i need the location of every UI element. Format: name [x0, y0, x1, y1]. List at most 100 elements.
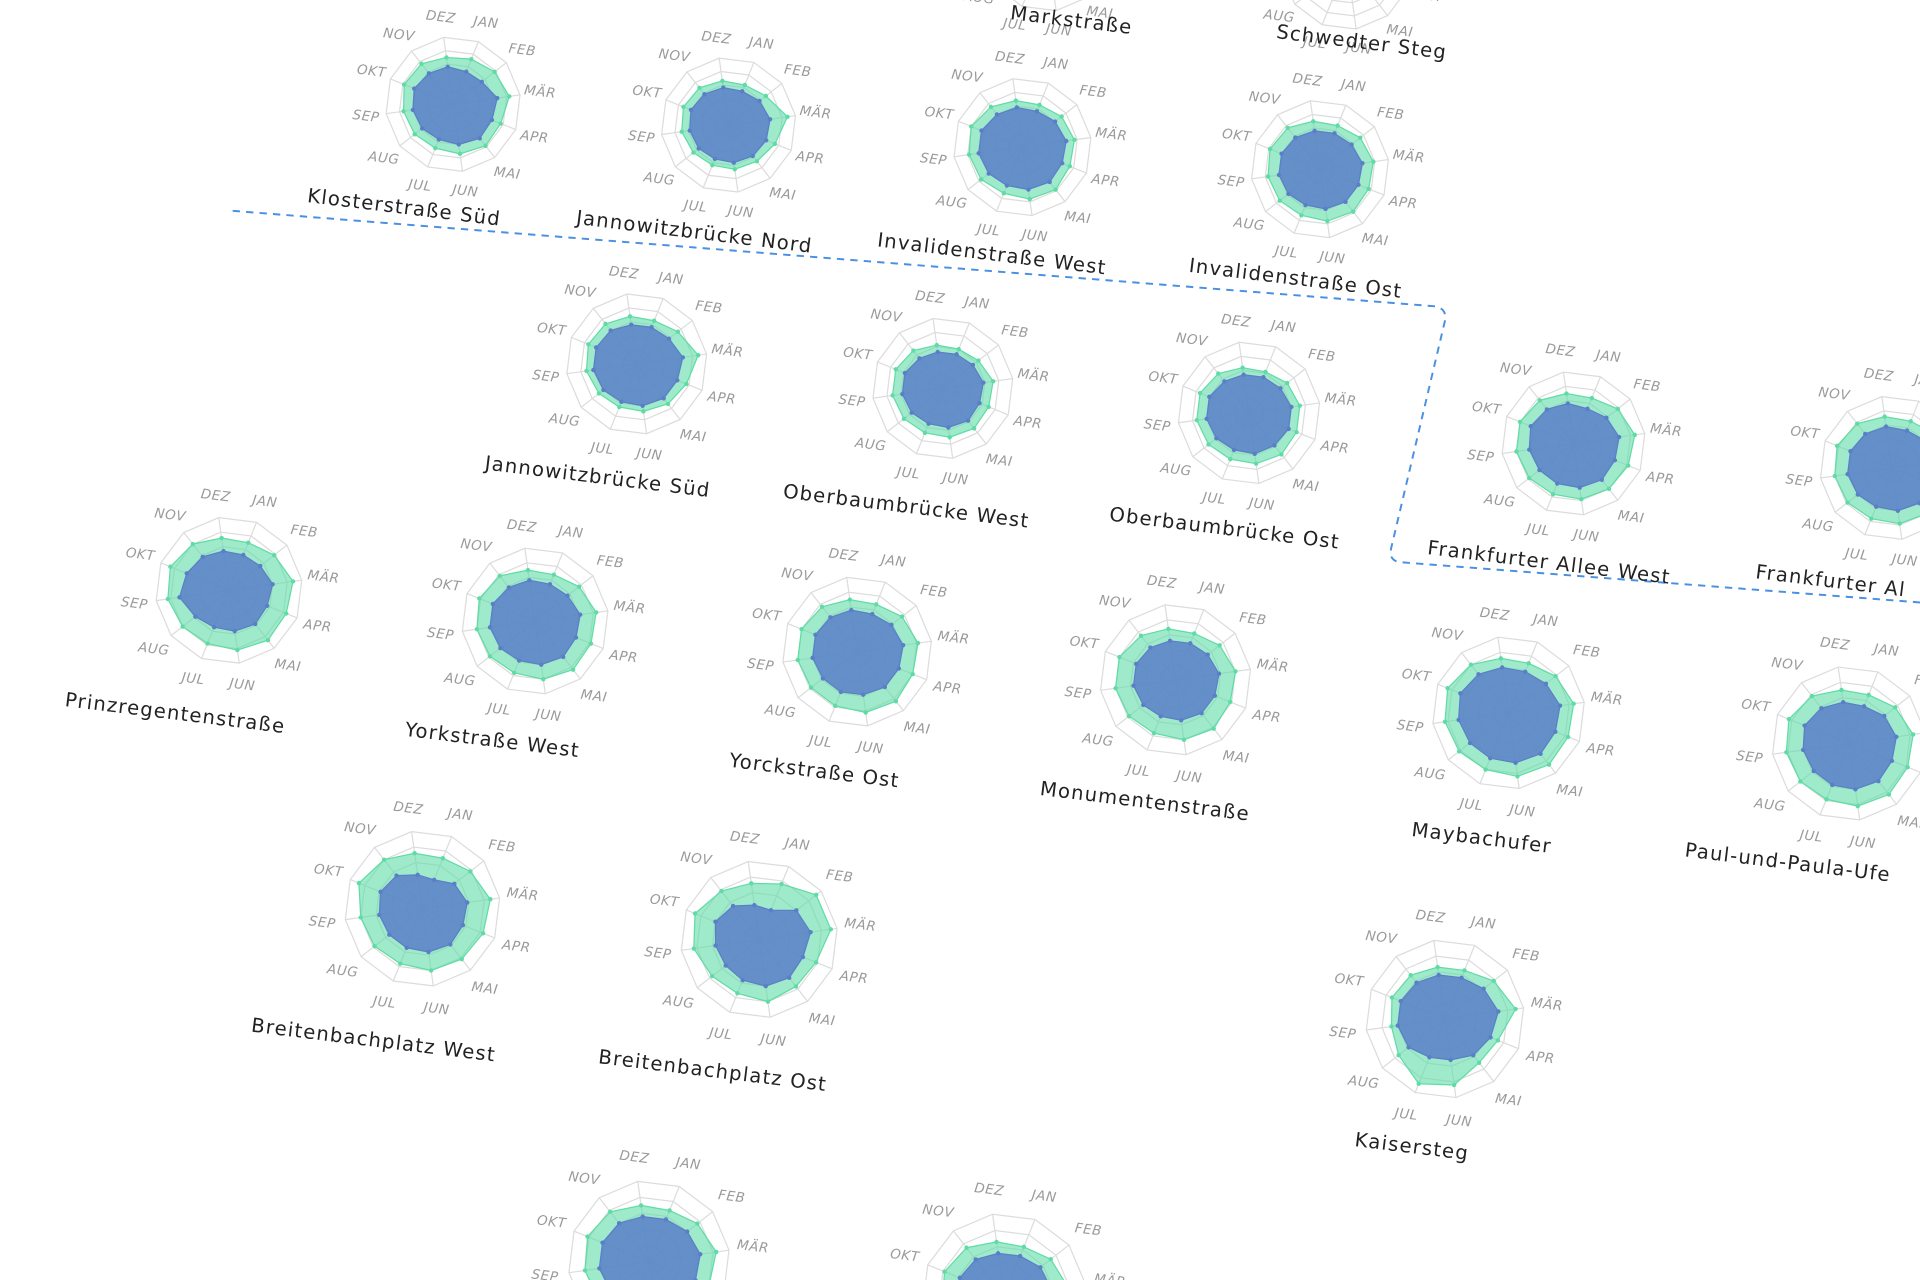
radar-point [754, 159, 760, 164]
month-label: FEB [1376, 105, 1405, 123]
radar-point [663, 1217, 669, 1222]
month-label: JUN [449, 182, 479, 200]
radar-point [1514, 449, 1519, 454]
month-label: APR [1411, 0, 1442, 5]
month-label: APR [1251, 708, 1282, 726]
radar-point [1798, 779, 1803, 784]
radar-point [896, 666, 902, 671]
radar-point [1406, 1045, 1411, 1050]
radar-point [487, 654, 493, 659]
radar-point [241, 552, 246, 558]
month-label: OKT [1789, 424, 1821, 443]
month-label: JUL [587, 440, 615, 458]
radar-point [1834, 443, 1840, 449]
month-label: NOV [1098, 593, 1131, 612]
month-label: MAI [1222, 749, 1250, 767]
grid-ring [1280, 0, 1414, 30]
radar-point [419, 126, 425, 131]
radar-point [1855, 492, 1860, 497]
month-label: NOV [343, 820, 376, 839]
radar-point [917, 356, 922, 361]
radar-point [882, 684, 888, 690]
radar-point [1855, 421, 1860, 426]
radar-point [265, 637, 271, 643]
radar-point [356, 880, 362, 886]
radar-point [1204, 416, 1209, 422]
grid-spoke [927, 1264, 1005, 1280]
month-label: DEZ [828, 546, 860, 565]
month-label: AUG [136, 640, 170, 659]
month-label: OKT [536, 1213, 568, 1232]
month-label: DEZ [1220, 312, 1252, 331]
month-label: JAN [1467, 914, 1497, 932]
month-label: AUG [547, 411, 581, 430]
month-label: JAN [1028, 1188, 1058, 1206]
radar-point [1332, 131, 1337, 136]
radar-point [511, 670, 517, 675]
radar-point [899, 614, 905, 619]
month-label: OKT [313, 862, 345, 881]
radar-point [264, 603, 270, 609]
radar-point [1312, 128, 1317, 134]
radar-point [721, 85, 726, 90]
radar-point [1832, 473, 1838, 479]
radar-point [1047, 179, 1052, 185]
month-label: NOV [1365, 929, 1398, 948]
radar-point [702, 92, 707, 97]
radar-point [1495, 1038, 1501, 1043]
radar-point [1522, 669, 1528, 674]
radar-point [1599, 477, 1605, 482]
radar-point [1206, 442, 1211, 447]
month-label: OKT [632, 83, 664, 102]
month-label: OKT [431, 576, 463, 595]
radar-point [1228, 456, 1233, 462]
radar-point [1194, 417, 1199, 423]
month-label: FEB [596, 554, 625, 572]
radar-point [693, 1277, 698, 1280]
month-label: SEP [426, 626, 455, 644]
radar-point [849, 607, 854, 613]
radar-point [1488, 755, 1493, 761]
month-label: MAI [1086, 4, 1114, 22]
month-label: JUL [973, 222, 1001, 240]
radar-point [1526, 661, 1531, 666]
radar-point [901, 416, 907, 421]
month-label: JUN [1316, 249, 1346, 267]
month-label: MÄR [1649, 419, 1683, 441]
radar-point [448, 942, 453, 947]
radar-point [1021, 1244, 1027, 1250]
radar-point [200, 554, 205, 560]
radar-point [469, 56, 474, 62]
month-label: JUL [1271, 244, 1299, 262]
month-label: JAN [655, 270, 685, 288]
radar-point [763, 93, 769, 99]
radar-point [1037, 102, 1042, 108]
radar-point [578, 612, 583, 617]
radar-point [946, 425, 951, 430]
radar-point [412, 86, 417, 91]
radar-point [221, 548, 226, 554]
month-label: APR [838, 969, 869, 987]
month-label: OKT [1221, 127, 1253, 146]
month-label: FEB [825, 868, 854, 886]
radar-point [956, 346, 961, 352]
month-label: OKT [536, 321, 568, 340]
radar-point [679, 129, 684, 134]
radar-point [1632, 432, 1637, 438]
radar-point [378, 889, 383, 895]
radar-point [735, 991, 740, 996]
radar-point [922, 430, 928, 436]
month-label: MAI [985, 452, 1013, 470]
radar-point [813, 632, 818, 637]
radar-point [965, 418, 971, 423]
month-label: DEZ [425, 9, 457, 28]
radar-point [763, 983, 768, 989]
chart-title: Breitenbachplatz Ost [597, 1045, 828, 1096]
month-label: JUL [705, 1025, 733, 1043]
month-label: FEB [1572, 643, 1601, 661]
